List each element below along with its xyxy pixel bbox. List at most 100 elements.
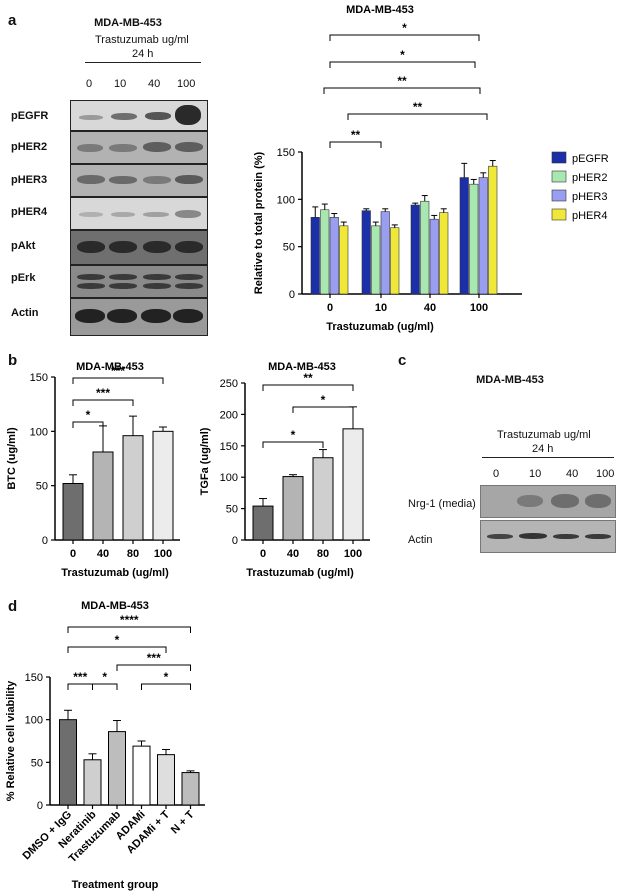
significance-bracket bbox=[262, 384, 354, 391]
x-tick-label: 80 bbox=[127, 548, 139, 560]
y-tick-label: 250 bbox=[220, 378, 238, 390]
bar bbox=[371, 225, 381, 295]
bar bbox=[157, 754, 175, 806]
blot-a-row-label: Actin bbox=[11, 307, 39, 319]
bar bbox=[83, 759, 102, 806]
bar bbox=[459, 177, 469, 295]
x-axis-label: Trastuzumab (ug/ml) bbox=[61, 567, 169, 579]
chart-b-btc: 0 50 100 150 MDA-MB-453 0 40 80 100 Trastuzumab (… bbox=[6, 361, 180, 579]
x-tick-label: 40 bbox=[287, 548, 299, 560]
bar bbox=[478, 177, 488, 295]
bar bbox=[312, 457, 334, 541]
bar bbox=[342, 428, 364, 541]
significance-bracket bbox=[262, 441, 324, 448]
significance-label: * bbox=[86, 408, 91, 422]
bar bbox=[108, 731, 126, 806]
bar bbox=[339, 225, 349, 295]
blot-a-dose-10: 10 bbox=[114, 78, 127, 90]
y-tick-label: 150 bbox=[277, 147, 295, 159]
significance-label: ** bbox=[303, 371, 313, 385]
y-tick-label: 50 bbox=[283, 242, 295, 254]
significance-bracket bbox=[116, 664, 191, 671]
blot-a-lane-pegfr bbox=[70, 100, 208, 131]
x-tick-label: 100 bbox=[344, 548, 362, 560]
blot-a-lane-pher3 bbox=[70, 164, 208, 197]
significance-bracket bbox=[67, 626, 191, 633]
blot-c-dose-40: 40 bbox=[566, 468, 579, 480]
blot-c-dose-100: 100 bbox=[596, 468, 615, 480]
y-tick-label: 200 bbox=[220, 409, 238, 421]
blot-a-row-label: pHER3 bbox=[11, 174, 48, 186]
significance-bracket bbox=[292, 406, 354, 413]
significance-bracket bbox=[329, 141, 382, 148]
y-tick-label: 150 bbox=[30, 372, 48, 384]
bar bbox=[361, 210, 371, 295]
y-axis-label: BTC (ug/ml) bbox=[6, 427, 18, 490]
blot-c-lane-actin bbox=[480, 520, 616, 553]
bar bbox=[390, 227, 400, 295]
blot-a-time: 24 h bbox=[132, 48, 154, 60]
y-tick-label: 0 bbox=[42, 535, 48, 547]
significance-bracket bbox=[67, 646, 167, 653]
blot-a-lane-pher2 bbox=[70, 131, 208, 164]
y-tick-label: 0 bbox=[232, 535, 238, 547]
significance-bracket bbox=[92, 683, 118, 690]
significance-bracket bbox=[67, 683, 93, 690]
x-tick-label: 40 bbox=[97, 548, 109, 560]
y-axis-label: TGFa (ug/ml) bbox=[200, 427, 211, 495]
blot-c-divider bbox=[482, 457, 614, 458]
significance-bracket bbox=[141, 683, 191, 690]
blot-a-lane-perk bbox=[70, 265, 208, 298]
x-tick-label: 10 bbox=[375, 302, 387, 314]
y-tick-label: 50 bbox=[226, 504, 238, 516]
significance-bracket bbox=[347, 113, 488, 120]
bar bbox=[132, 745, 151, 806]
significance-bracket bbox=[329, 61, 476, 68]
legend-label: pEGFR bbox=[572, 153, 609, 165]
blot-c-dose-0: 0 bbox=[493, 468, 500, 480]
significance-label: **** bbox=[120, 613, 139, 627]
x-tick-label: N + T bbox=[169, 808, 197, 836]
blot-a-row-label: pEGFR bbox=[11, 110, 49, 122]
panel-label-a: a bbox=[8, 12, 17, 29]
bar bbox=[469, 183, 479, 295]
chart-title: MDA-MB-453 bbox=[76, 361, 144, 373]
legend-swatch bbox=[551, 151, 567, 164]
blot-c-title: MDA-MB-453 bbox=[476, 374, 544, 386]
chart-a: MDA-MB-453 0 50 100 150 0 10 40 100 Trastuzumab (… bbox=[253, 4, 609, 333]
y-tick-label: 0 bbox=[37, 800, 43, 812]
significance-bracket bbox=[329, 34, 480, 41]
x-tick-label: 100 bbox=[470, 302, 488, 314]
blot-a-row-label: pErk bbox=[11, 272, 36, 284]
x-tick-label: 0 bbox=[260, 548, 266, 560]
bar bbox=[429, 218, 439, 295]
x-tick-label: 0 bbox=[327, 302, 333, 314]
blot-a-lane-pakt bbox=[70, 230, 208, 265]
blot-a-row-label: pHER2 bbox=[11, 141, 48, 153]
x-tick-label: 0 bbox=[70, 548, 76, 560]
significance-label: *** bbox=[111, 364, 125, 378]
bar bbox=[320, 209, 330, 295]
bar bbox=[380, 211, 390, 295]
legend-swatch bbox=[551, 189, 567, 202]
blot-c-row-label: Actin bbox=[408, 534, 433, 546]
legend-label: pHER3 bbox=[572, 191, 607, 203]
blot-c-time: 24 h bbox=[532, 443, 554, 455]
blot-a-dose-40: 40 bbox=[148, 78, 161, 90]
y-tick-label: 100 bbox=[277, 194, 295, 206]
significance-label: * bbox=[321, 393, 326, 407]
significance-label: * bbox=[115, 633, 120, 647]
blot-a-row-label: pHER4 bbox=[11, 206, 48, 218]
significance-label: *** bbox=[147, 651, 161, 665]
x-tick-label: 40 bbox=[424, 302, 436, 314]
bar bbox=[59, 719, 77, 806]
bar bbox=[92, 451, 114, 541]
x-axis-label: Treatment group bbox=[72, 879, 159, 891]
chart-b-tgfa: 0 50 100 150 200 250 MDA-MB-453 0 40 80 100 Trastuz… bbox=[200, 361, 370, 579]
bar bbox=[329, 217, 339, 295]
bar bbox=[439, 212, 449, 295]
bar bbox=[310, 217, 320, 295]
panel-label-b: b bbox=[8, 352, 18, 369]
bar bbox=[252, 505, 274, 541]
